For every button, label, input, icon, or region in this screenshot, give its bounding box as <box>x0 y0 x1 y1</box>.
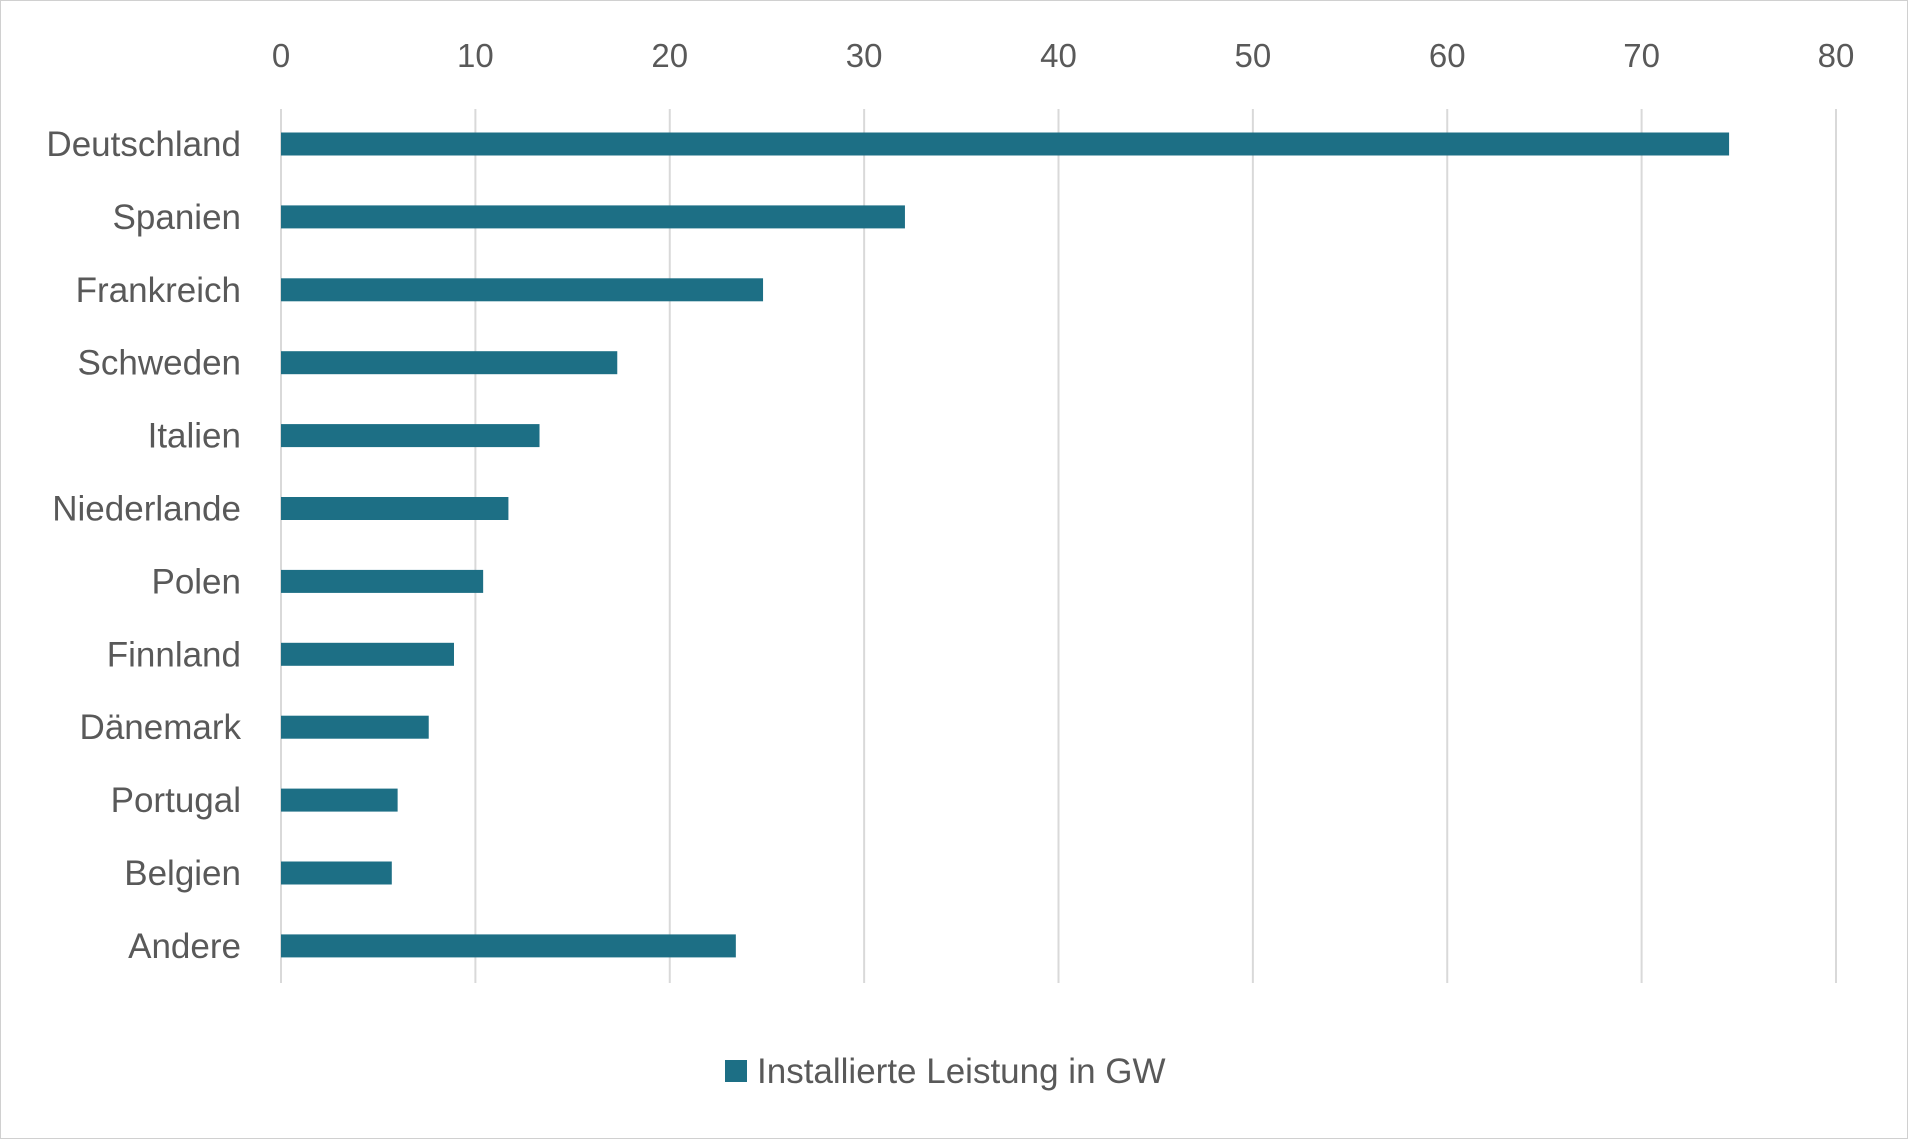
bar-schweden <box>281 351 618 375</box>
x-tick-label-10: 10 <box>457 37 494 74</box>
bar-deutschland <box>281 132 1730 156</box>
legend-swatch <box>725 1060 747 1082</box>
legend: Installierte Leistung in GW <box>725 1052 1166 1091</box>
x-tick-label-80: 80 <box>1818 37 1855 74</box>
category-label-spanien: Spanien <box>113 198 241 237</box>
category-label-polen: Polen <box>151 562 241 601</box>
x-axis-ticks: 0 10 20 30 40 50 60 70 80 <box>272 37 1855 74</box>
gridlines <box>280 109 1837 983</box>
bar-d-nemark <box>281 715 429 739</box>
bar-niederlande <box>281 497 509 520</box>
category-label-frankreich: Frankreich <box>76 271 241 310</box>
x-tick-label-70: 70 <box>1623 37 1660 74</box>
x-tick-label-60: 60 <box>1429 37 1466 74</box>
bar-andere <box>281 934 736 958</box>
bar-italien <box>281 424 540 448</box>
bar-polen <box>281 569 484 593</box>
category-label-d-nemark: Dänemark <box>80 708 242 747</box>
x-tick-label-50: 50 <box>1235 37 1272 74</box>
category-label-deutschland: Deutschland <box>46 125 241 164</box>
bar-belgien <box>281 861 392 885</box>
x-tick-label-30: 30 <box>846 37 883 74</box>
x-tick-label-40: 40 <box>1040 37 1077 74</box>
x-tick-label-0: 0 <box>272 37 290 74</box>
bar-spanien <box>281 205 905 229</box>
x-tick-label-20: 20 <box>651 37 688 74</box>
category-label-portugal: Portugal <box>111 781 241 820</box>
bar-portugal <box>281 788 398 812</box>
bar-frankreich <box>281 278 764 302</box>
category-label-belgien: Belgien <box>124 854 241 893</box>
category-labels: Deutschland Spanien Frankreich Schweden Ital… <box>46 125 241 966</box>
legend-label: Installierte Leistung in GW <box>757 1052 1166 1091</box>
category-label-schweden: Schweden <box>78 344 241 383</box>
bar-finnland <box>281 642 454 666</box>
category-label-italien: Italien <box>148 417 241 456</box>
category-label-finnland: Finnland <box>107 635 241 674</box>
category-label-niederlande: Niederlande <box>52 490 241 529</box>
category-label-andere: Andere <box>128 927 241 966</box>
bars <box>281 132 1730 958</box>
